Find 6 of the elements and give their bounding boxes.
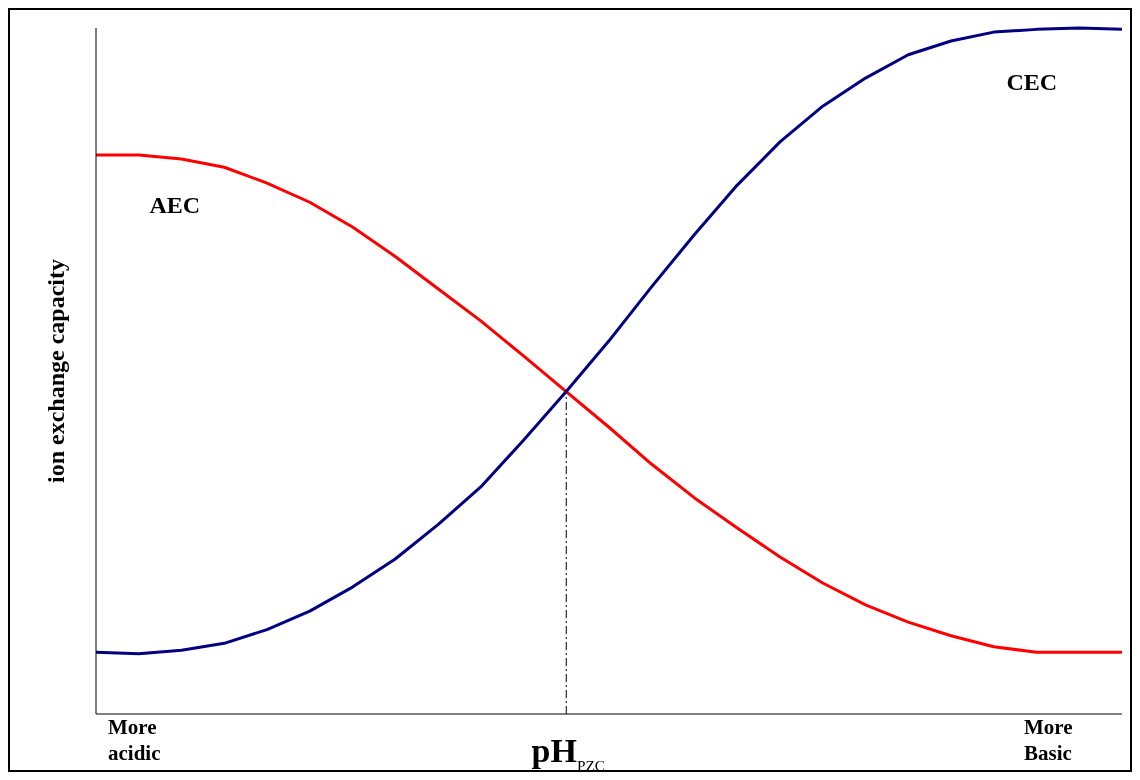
y-axis-title: ion exchange capacity: [42, 259, 69, 483]
series-label: AEC: [149, 191, 201, 218]
text: More Basic: [1024, 714, 1074, 766]
text: More acidic: [108, 714, 162, 766]
series-label: CEC: [1006, 69, 1058, 96]
x-axis-title: pH$_{PZC}$: [531, 732, 605, 774]
